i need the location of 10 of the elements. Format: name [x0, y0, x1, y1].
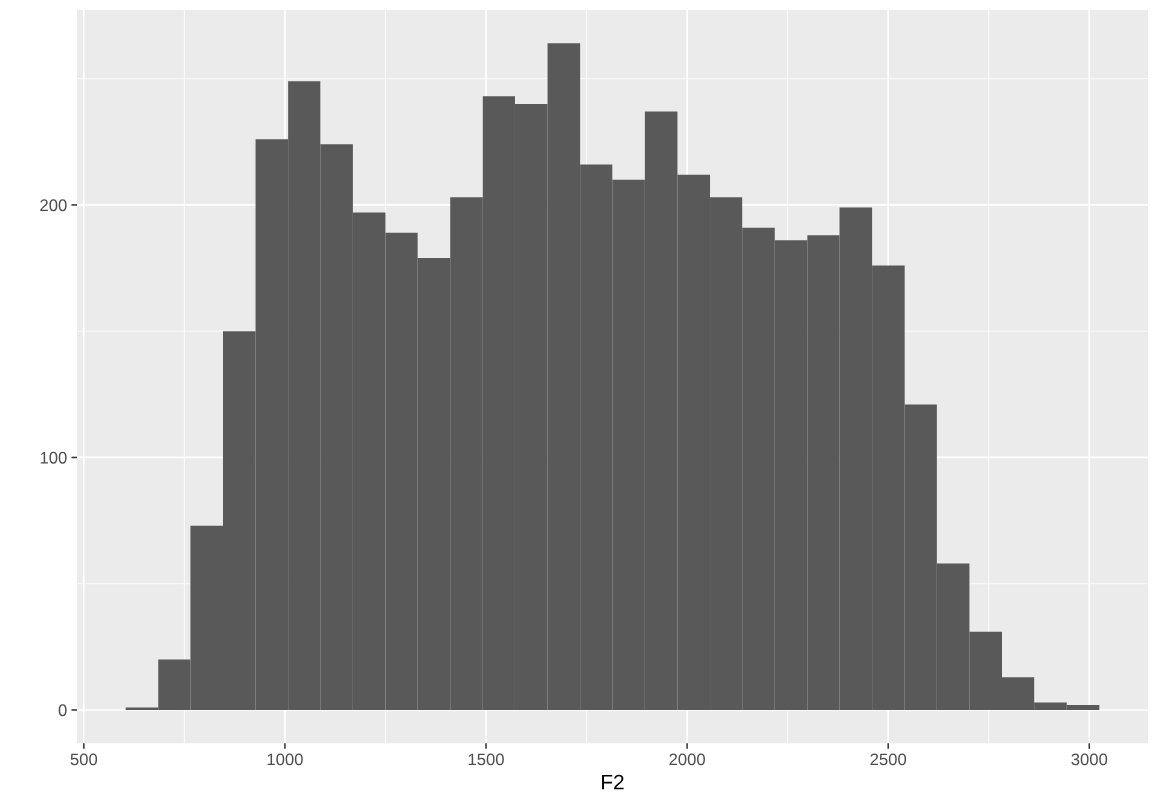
x-tick-label: 500: [70, 753, 98, 766]
x-tick-label: 2000: [669, 753, 705, 766]
y-tick-label: 200: [40, 199, 67, 212]
x-tick-label: 1000: [267, 753, 303, 766]
x-tick-label: 1500: [468, 753, 504, 766]
x-axis-title: F2: [602, 774, 624, 790]
x-tick-label: 3000: [1071, 753, 1108, 766]
y-tick-label: 100: [40, 451, 67, 464]
x-tick-label: 2500: [870, 753, 907, 766]
y-tick-label: 0: [58, 704, 67, 717]
